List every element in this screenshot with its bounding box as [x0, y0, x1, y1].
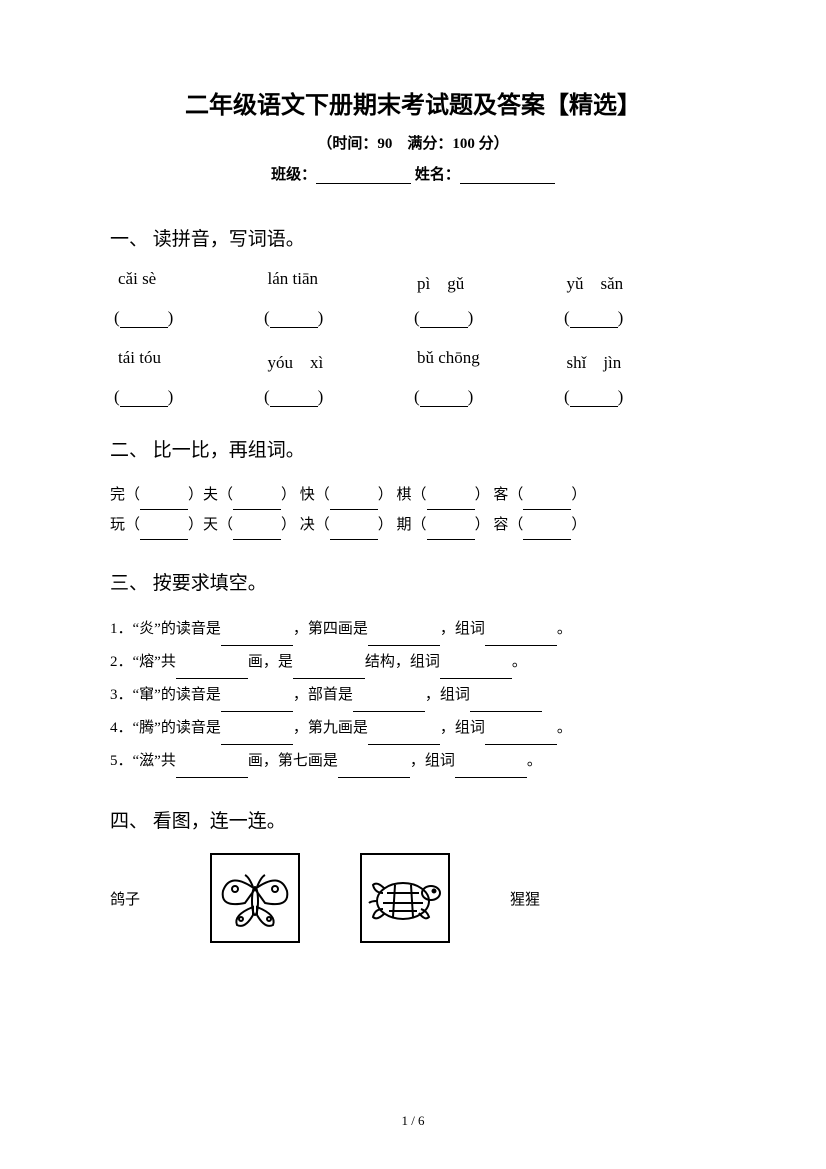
pinyin-cell: bǔ chōng [417, 348, 567, 373]
compare-item: 完（ [110, 480, 188, 510]
turtle-icon [363, 863, 447, 933]
connect-row: 鸽子 [110, 853, 716, 943]
answer-cell[interactable]: () [564, 387, 714, 407]
section-1-title: 一、 读拼音，写词语。 [110, 224, 716, 251]
compare-item: ） 容（） [475, 510, 587, 540]
fill-item: 5．“滋”共画，第七画是，组词。 [110, 745, 716, 778]
compare-item: ）天（ [188, 510, 281, 540]
compare-row-1: 完（ ）夫（ ） 快（ ） 棋（ ） 客（） [110, 480, 716, 510]
fill-item: 4．“腾”的读音是，第九画是，组词。 [110, 712, 716, 745]
pinyin-row-2: tái tóu yóu xì bǔ chōng shǐ jìn [110, 348, 716, 373]
section-4-title: 四、 看图，连一连。 [110, 806, 716, 833]
name-blank[interactable] [460, 168, 555, 184]
fill-list: 1．“炎”的读音是，第四画是，组词。 2．“熔”共画，是结构，组词。 3．“窜”… [110, 613, 716, 778]
pinyin-cell: pì gǔ [417, 269, 567, 294]
student-fields: 班级： 姓名： [110, 163, 716, 184]
answer-cell[interactable]: () [564, 308, 714, 328]
class-blank[interactable] [316, 168, 411, 184]
connect-label-left: 鸽子 [110, 888, 170, 909]
answer-cell[interactable]: () [264, 308, 414, 328]
pinyin-cell: shǐ jìn [567, 348, 717, 373]
answer-cell[interactable]: () [114, 308, 264, 328]
answer-cell[interactable]: () [414, 387, 564, 407]
pinyin-cell: yóu xì [268, 348, 418, 373]
turtle-image [360, 853, 450, 943]
class-label: 班级： [271, 167, 316, 183]
section-3-title: 三、 按要求填空。 [110, 568, 716, 595]
pinyin-cell: cǎi sè [118, 269, 268, 294]
pinyin-cell: yǔ sǎn [567, 269, 717, 294]
page-title: 二年级语文下册期末考试题及答案【精选】 [110, 85, 716, 120]
compare-row-2: 玩（ ）天（ ） 决（ ） 期（ ） 容（） [110, 510, 716, 540]
fill-item: 2．“熔”共画，是结构，组词。 [110, 646, 716, 679]
fill-item: 1．“炎”的读音是，第四画是，组词。 [110, 613, 716, 646]
compare-item: 玩（ [110, 510, 188, 540]
pinyin-cell: lán tiān [268, 269, 418, 294]
compare-item: ） 快（ [281, 480, 378, 510]
answer-cell[interactable]: () [114, 387, 264, 407]
butterfly-icon [215, 863, 295, 933]
butterfly-image [210, 853, 300, 943]
page-number: 1 / 6 [0, 1113, 826, 1129]
compare-item: ） 棋（ [378, 480, 475, 510]
connect-label-right: 猩猩 [510, 888, 540, 909]
exam-info: （时间：90 满分：100 分） [110, 132, 716, 153]
answer-cell[interactable]: () [414, 308, 564, 328]
fill-item: 3．“窜”的读音是，部首是，组词 [110, 679, 716, 712]
pinyin-cell: tái tóu [118, 348, 268, 373]
answer-row-2: () () () () [110, 387, 716, 407]
compare-item: ）夫（ [188, 480, 281, 510]
name-label: 姓名： [415, 167, 460, 183]
compare-item: ） 期（ [378, 510, 475, 540]
compare-item: ） 客（） [475, 480, 587, 510]
answer-row-1: () () () () [110, 308, 716, 328]
answer-cell[interactable]: () [264, 387, 414, 407]
section-2-title: 二、 比一比，再组词。 [110, 435, 716, 462]
pinyin-row-1: cǎi sè lán tiān pì gǔ yǔ sǎn [110, 269, 716, 294]
compare-item: ） 决（ [281, 510, 378, 540]
